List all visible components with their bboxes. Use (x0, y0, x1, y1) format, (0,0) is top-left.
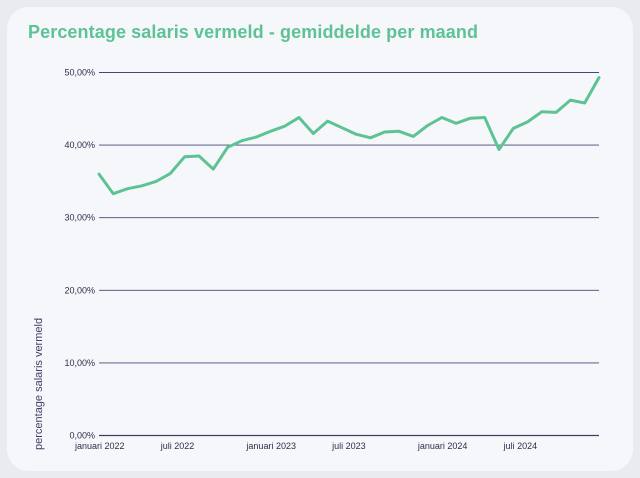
x-tick-labels: januari 2022 juli 2022 januari 2023 juli 20… (74, 441, 537, 451)
data-point (212, 167, 215, 171)
data-point (569, 98, 572, 102)
x-tick-label: juli 2024 (503, 441, 538, 451)
data-point (497, 148, 501, 151)
data-point (169, 172, 172, 175)
x-tick-label: januari 2022 (74, 441, 125, 451)
data-point (183, 155, 186, 158)
data-point (254, 135, 258, 139)
data-point (126, 187, 129, 190)
data-point (112, 192, 115, 195)
data-point (397, 130, 401, 133)
data-point (154, 180, 158, 183)
data-point (440, 116, 444, 119)
data-point (554, 111, 558, 114)
data-point (269, 130, 272, 133)
series-line (97, 76, 601, 196)
data-point (483, 116, 486, 119)
data-point (469, 117, 472, 120)
data-point (383, 130, 386, 134)
data-point (354, 133, 358, 136)
y-tick-labels: 0,00% 10,00% 20,00% 30,00% 40,00% 50,00% (64, 68, 95, 441)
y-tick-label: 0,00% (69, 431, 95, 441)
data-point (583, 101, 586, 105)
data-point (426, 124, 429, 127)
data-point (340, 126, 344, 129)
y-tick-label: 30,00% (64, 213, 95, 223)
y-tick-label: 10,00% (64, 358, 95, 368)
x-tick-label: januari 2024 (417, 441, 468, 451)
data-point (226, 146, 229, 149)
data-point (369, 136, 372, 140)
data-point (526, 120, 529, 124)
data-point (597, 76, 601, 79)
grid-lines (99, 72, 599, 437)
chart-card (7, 7, 633, 471)
y-tick-label: 50,00% (64, 68, 95, 78)
y-tick-label: 40,00% (64, 140, 95, 150)
data-point (512, 127, 515, 130)
x-tick-label: januari 2023 (245, 441, 296, 451)
data-point (540, 110, 544, 113)
data-point (97, 172, 101, 176)
data-point (412, 135, 415, 138)
y-tick-label: 20,00% (64, 285, 95, 295)
data-point (240, 139, 244, 142)
series-lines (97, 76, 601, 196)
y-axis-label: percentage salaris vermeld (33, 318, 45, 450)
x-tick-label: juli 2023 (331, 441, 366, 451)
data-point (326, 119, 329, 123)
data-point (454, 122, 458, 125)
data-point (312, 132, 315, 135)
data-point (297, 116, 301, 119)
data-point (283, 125, 286, 128)
data-point (140, 184, 144, 187)
chart-title: Percentage salaris vermeld - gemiddelde … (28, 22, 479, 42)
x-tick-label: juli 2022 (160, 441, 195, 451)
data-point (197, 154, 201, 158)
